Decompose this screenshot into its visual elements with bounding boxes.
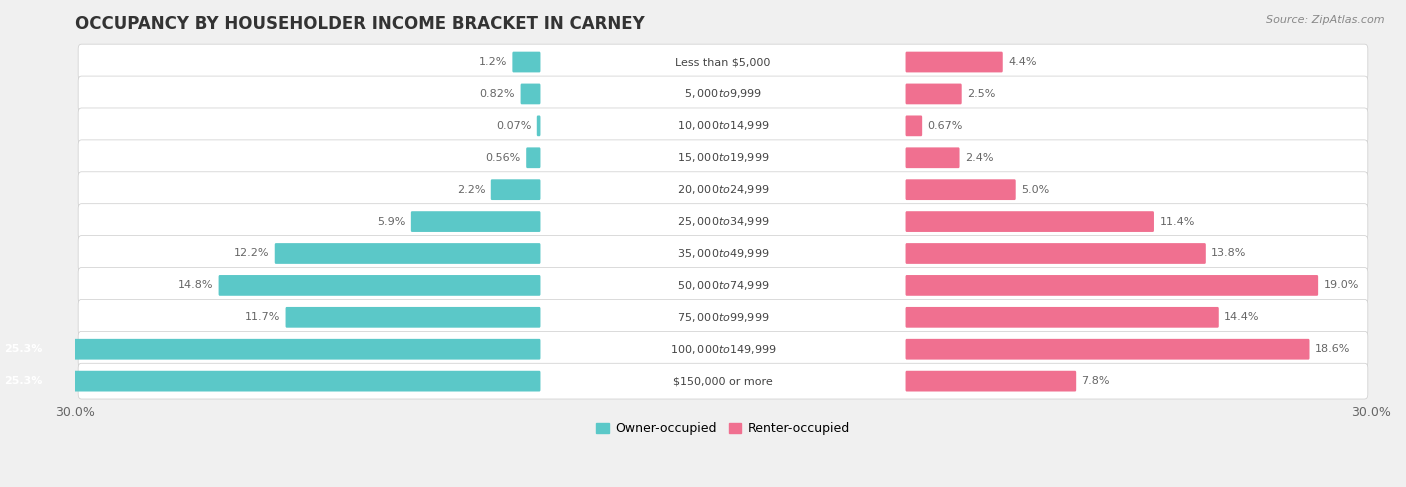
FancyBboxPatch shape (520, 84, 540, 104)
FancyBboxPatch shape (905, 84, 962, 104)
Text: 2.2%: 2.2% (457, 185, 485, 195)
FancyBboxPatch shape (512, 52, 540, 73)
FancyBboxPatch shape (905, 339, 1309, 359)
FancyBboxPatch shape (537, 115, 540, 136)
FancyBboxPatch shape (905, 148, 959, 168)
Legend: Owner-occupied, Renter-occupied: Owner-occupied, Renter-occupied (591, 417, 855, 441)
Text: $35,000 to $49,999: $35,000 to $49,999 (676, 247, 769, 260)
Text: $50,000 to $74,999: $50,000 to $74,999 (676, 279, 769, 292)
FancyBboxPatch shape (79, 236, 1368, 271)
FancyBboxPatch shape (905, 275, 1319, 296)
Text: OCCUPANCY BY HOUSEHOLDER INCOME BRACKET IN CARNEY: OCCUPANCY BY HOUSEHOLDER INCOME BRACKET … (75, 15, 645, 33)
Text: 0.07%: 0.07% (496, 121, 531, 131)
FancyBboxPatch shape (274, 243, 540, 264)
Text: 13.8%: 13.8% (1211, 248, 1247, 259)
FancyBboxPatch shape (79, 108, 1368, 144)
Text: 2.4%: 2.4% (965, 153, 994, 163)
Text: $75,000 to $99,999: $75,000 to $99,999 (676, 311, 769, 324)
Text: 7.8%: 7.8% (1081, 376, 1111, 386)
FancyBboxPatch shape (79, 172, 1368, 207)
FancyBboxPatch shape (905, 243, 1206, 264)
FancyBboxPatch shape (79, 331, 1368, 367)
Text: 2.5%: 2.5% (967, 89, 995, 99)
FancyBboxPatch shape (79, 76, 1368, 112)
FancyBboxPatch shape (905, 115, 922, 136)
Text: $5,000 to $9,999: $5,000 to $9,999 (683, 88, 762, 100)
Text: 5.0%: 5.0% (1021, 185, 1049, 195)
FancyBboxPatch shape (79, 363, 1368, 399)
Text: 25.3%: 25.3% (4, 376, 42, 386)
FancyBboxPatch shape (0, 371, 540, 392)
Text: 0.82%: 0.82% (479, 89, 515, 99)
Text: 25.3%: 25.3% (4, 344, 42, 354)
Text: $150,000 or more: $150,000 or more (673, 376, 773, 386)
FancyBboxPatch shape (79, 300, 1368, 335)
Text: $20,000 to $24,999: $20,000 to $24,999 (676, 183, 769, 196)
FancyBboxPatch shape (79, 204, 1368, 240)
FancyBboxPatch shape (905, 371, 1076, 392)
Text: 0.56%: 0.56% (485, 153, 520, 163)
Text: 0.67%: 0.67% (928, 121, 963, 131)
Text: $10,000 to $14,999: $10,000 to $14,999 (676, 119, 769, 132)
Text: 14.4%: 14.4% (1225, 312, 1260, 322)
Text: 12.2%: 12.2% (233, 248, 270, 259)
FancyBboxPatch shape (0, 339, 540, 359)
Text: Source: ZipAtlas.com: Source: ZipAtlas.com (1267, 15, 1385, 25)
Text: 5.9%: 5.9% (377, 217, 405, 226)
Text: Less than $5,000: Less than $5,000 (675, 57, 770, 67)
FancyBboxPatch shape (905, 307, 1219, 328)
Text: $100,000 to $149,999: $100,000 to $149,999 (669, 343, 776, 356)
Text: 11.7%: 11.7% (245, 312, 280, 322)
FancyBboxPatch shape (491, 179, 540, 200)
FancyBboxPatch shape (411, 211, 540, 232)
Text: 14.8%: 14.8% (177, 281, 214, 290)
Text: $15,000 to $19,999: $15,000 to $19,999 (676, 151, 769, 164)
Text: 11.4%: 11.4% (1160, 217, 1195, 226)
FancyBboxPatch shape (79, 140, 1368, 176)
FancyBboxPatch shape (79, 267, 1368, 303)
Text: $25,000 to $34,999: $25,000 to $34,999 (676, 215, 769, 228)
Text: 18.6%: 18.6% (1315, 344, 1350, 354)
Text: 4.4%: 4.4% (1008, 57, 1036, 67)
FancyBboxPatch shape (79, 44, 1368, 80)
FancyBboxPatch shape (526, 148, 540, 168)
FancyBboxPatch shape (218, 275, 540, 296)
FancyBboxPatch shape (905, 179, 1015, 200)
Text: 19.0%: 19.0% (1323, 281, 1360, 290)
FancyBboxPatch shape (905, 52, 1002, 73)
FancyBboxPatch shape (905, 211, 1154, 232)
FancyBboxPatch shape (285, 307, 540, 328)
Text: 1.2%: 1.2% (478, 57, 508, 67)
